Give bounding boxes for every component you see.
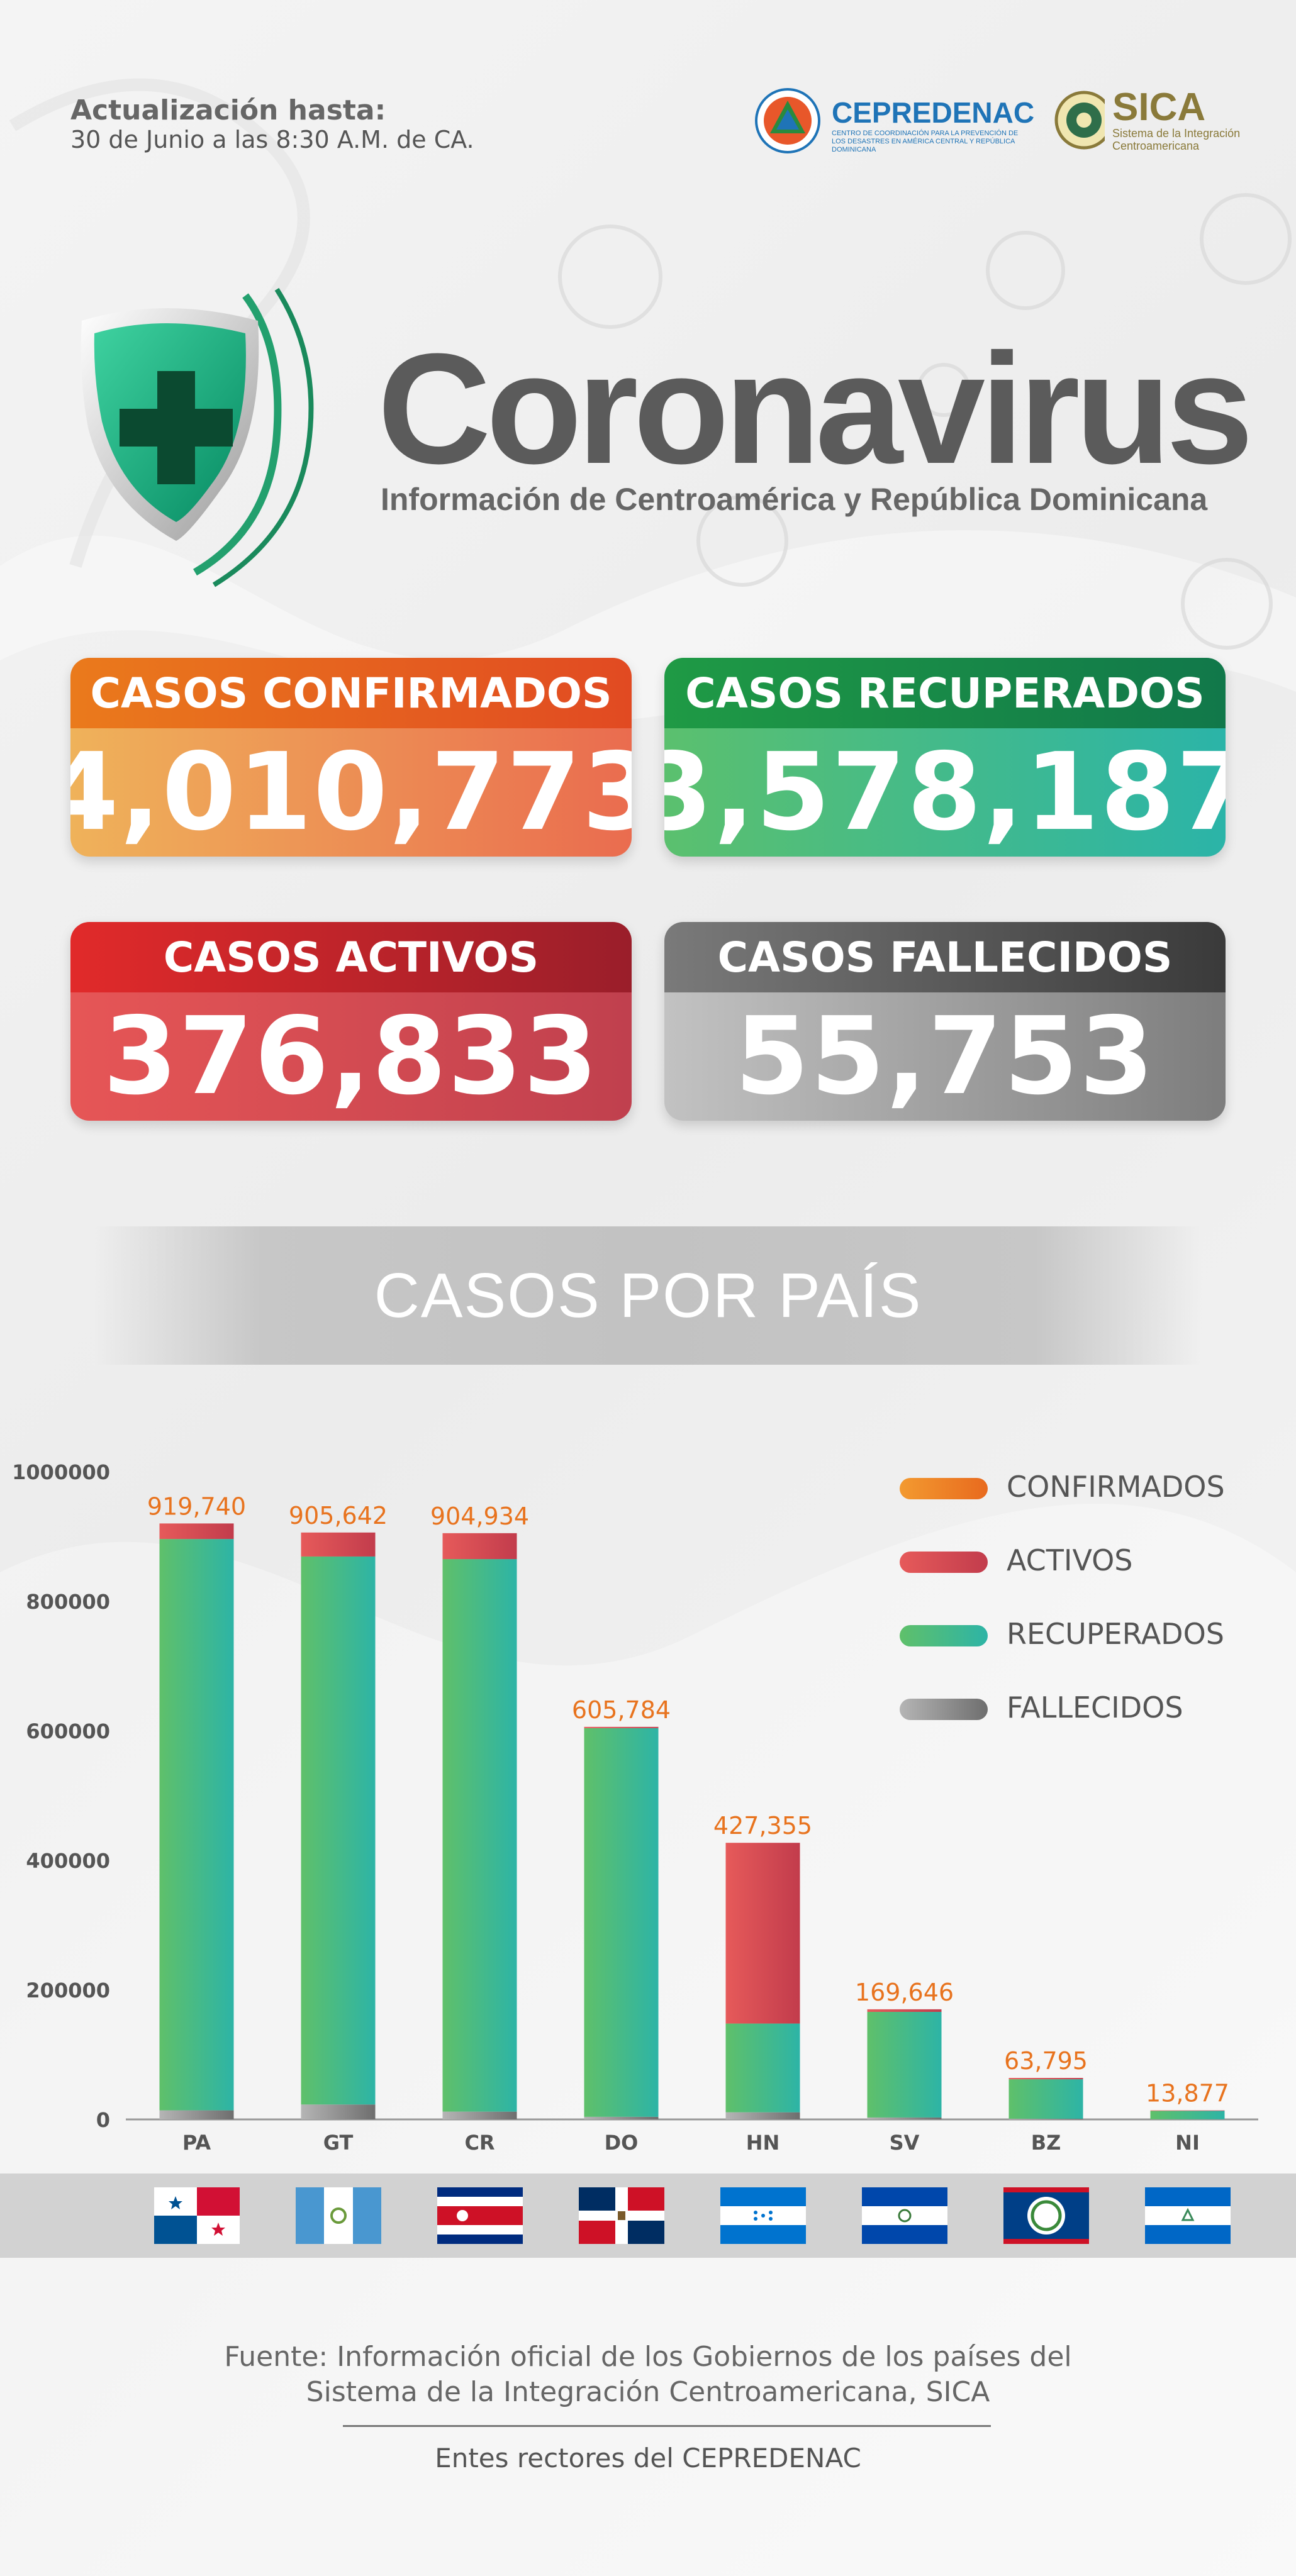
active-cases-value: 376,833 <box>70 992 632 1121</box>
bar-activos-bz <box>1008 2078 1083 2080</box>
recovered-cases-value: 3,578,187 <box>664 728 1226 857</box>
cases-by-country-chart: 1000000 800000 600000 400000 200000 0 919,740 P… <box>12 1460 1258 2155</box>
guatemala-flag-icon <box>295 2187 381 2244</box>
belize-flag-icon <box>1003 2187 1089 2244</box>
section-title: CASOS POR PAÍS <box>374 1260 922 1331</box>
x-tick-label-do: DO <box>605 2131 639 2155</box>
bar-recuperados-ni <box>1150 2111 1225 2119</box>
bar-fallecidos-hn <box>725 2112 800 2119</box>
data-label-gt: 905,642 <box>289 1502 388 1530</box>
bar-recuperados-pa <box>159 1539 234 2111</box>
y-tick-label: 800000 <box>26 1590 110 1614</box>
dominican-republic-flag-icon <box>578 2187 664 2244</box>
y-tick-label: 600000 <box>26 1719 110 1743</box>
x-tick-label-pa: PA <box>182 2131 211 2155</box>
y-tick-label: 1000000 <box>12 1460 110 1484</box>
x-tick-label-gt: GT <box>323 2131 354 2155</box>
bar-recuperados-do <box>584 1728 659 2117</box>
bar-recuperados-hn <box>725 2023 800 2112</box>
cepredenac-subtitle: CENTRO DE COORDINACIÓN PARA LA PREVENCIÓ… <box>832 129 1019 153</box>
page-title: Coronavirus <box>377 321 1254 496</box>
deceased-cases-value: 55,753 <box>664 992 1226 1121</box>
bar-fallecidos-cr <box>442 2111 517 2119</box>
bar-activos-hn <box>725 1843 800 2024</box>
bar-activos-sv <box>867 2009 942 2012</box>
x-tick-label-sv: SV <box>890 2131 920 2155</box>
bar-activos-pa <box>159 1523 234 1540</box>
deceased-cases-label: CASOS FALLECIDOS <box>664 922 1226 992</box>
confirmed-cases-label: CASOS CONFIRMADOS <box>70 658 632 728</box>
deceased-cases-card: CASOS FALLECIDOS 55,753 <box>664 922 1226 1121</box>
cepredenac-name: CEPREDENAC <box>832 96 1035 129</box>
data-label-hn: 427,355 <box>713 1812 812 1840</box>
bar-fallecidos-gt <box>301 2104 376 2119</box>
section-title-band: CASOS POR PAÍS <box>94 1226 1202 1365</box>
sica-logo: SICA Sistema de la Integración Centroame… <box>1054 88 1296 152</box>
active-cases-label: CASOS ACTIVOS <box>70 922 632 992</box>
recovered-cases-card: CASOS RECUPERADOS 3,578,187 <box>664 658 1226 857</box>
active-cases-card: CASOS ACTIVOS 376,833 <box>70 922 632 1121</box>
bar-recuperados-sv <box>867 2012 942 2118</box>
data-label-pa: 919,740 <box>147 1492 246 1520</box>
source-line-2: Sistema de la Integración Centroamerican… <box>306 2376 990 2408</box>
x-tick-label-ni: NI <box>1175 2131 1200 2155</box>
page-subtitle: Información de Centroamérica y República… <box>381 482 1208 517</box>
recovered-cases-label: CASOS RECUPERADOS <box>664 658 1226 728</box>
x-tick-label-cr: CR <box>464 2131 494 2155</box>
legend-label-confirmados: CONFIRMADOS <box>1007 1470 1225 1504</box>
bar-activos-gt <box>301 1532 376 1557</box>
legend-swatch-recuperados <box>900 1625 988 1646</box>
sica-subtitle: Sistema de la Integración Centroamerican… <box>1112 127 1241 152</box>
data-label-sv: 169,646 <box>855 1979 954 2006</box>
data-label-do: 605,784 <box>572 1696 671 1724</box>
bar-recuperados-bz <box>1008 2079 1083 2119</box>
bar-fallecidos-do <box>584 2116 659 2119</box>
costa-rica-flag-icon <box>437 2187 523 2244</box>
bar-fallecidos-pa <box>159 2110 234 2119</box>
shield-cross-icon <box>81 287 314 587</box>
source-line-1: Fuente: Información oficial de los Gobie… <box>224 2341 1072 2373</box>
legend-swatch-fallecidos <box>900 1699 988 1720</box>
data-label-cr: 904,934 <box>430 1502 529 1530</box>
honduras-flag-icon <box>720 2187 806 2244</box>
panama-flag-icon <box>154 2187 240 2244</box>
legend-label-activos: ACTIVOS <box>1007 1543 1133 1577</box>
data-label-ni: 13,877 <box>1146 2080 1229 2107</box>
confirmed-cases-value: 4,010,773 <box>70 728 632 857</box>
footer-divider <box>343 2425 991 2427</box>
el-salvador-flag-icon <box>861 2187 947 2244</box>
y-tick-label: 0 <box>96 2108 110 2132</box>
update-date: 30 de Junio a las 8:30 A.M. de CA. <box>70 126 474 153</box>
cepredenac-logo: CEPREDENAC CENTRO DE COORDINACIÓN PARA L… <box>755 88 1034 161</box>
footer-entes: Entes rectores del CEPREDENAC <box>435 2443 861 2473</box>
update-label: Actualización hasta: <box>70 94 386 126</box>
x-tick-label-hn: HN <box>746 2131 780 2155</box>
bar-fallecidos-sv <box>867 2117 942 2119</box>
bar-activos-do <box>584 1726 659 1728</box>
x-tick-label-bz: BZ <box>1031 2131 1061 2155</box>
bar-activos-cr <box>442 1533 517 1560</box>
bar-recuperados-cr <box>442 1559 517 2112</box>
legend-swatch-activos <box>900 1552 988 1573</box>
confirmed-cases-card: CASOS CONFIRMADOS 4,010,773 <box>70 658 632 857</box>
legend-label-fallecidos: FALLECIDOS <box>1007 1690 1183 1724</box>
y-tick-label: 400000 <box>26 1849 110 1873</box>
bar-recuperados-gt <box>301 1556 376 2105</box>
sica-name: SICA <box>1112 86 1206 129</box>
legend-label-recuperados: RECUPERADOS <box>1007 1617 1224 1651</box>
nicaragua-flag-icon <box>1144 2187 1231 2244</box>
data-label-bz: 63,795 <box>1004 2047 1088 2075</box>
legend-swatch-confirmados <box>900 1478 988 1499</box>
y-tick-label: 200000 <box>26 1979 110 2002</box>
cepredenac-emblem-icon <box>755 88 820 153</box>
sica-emblem-icon <box>1054 91 1105 150</box>
